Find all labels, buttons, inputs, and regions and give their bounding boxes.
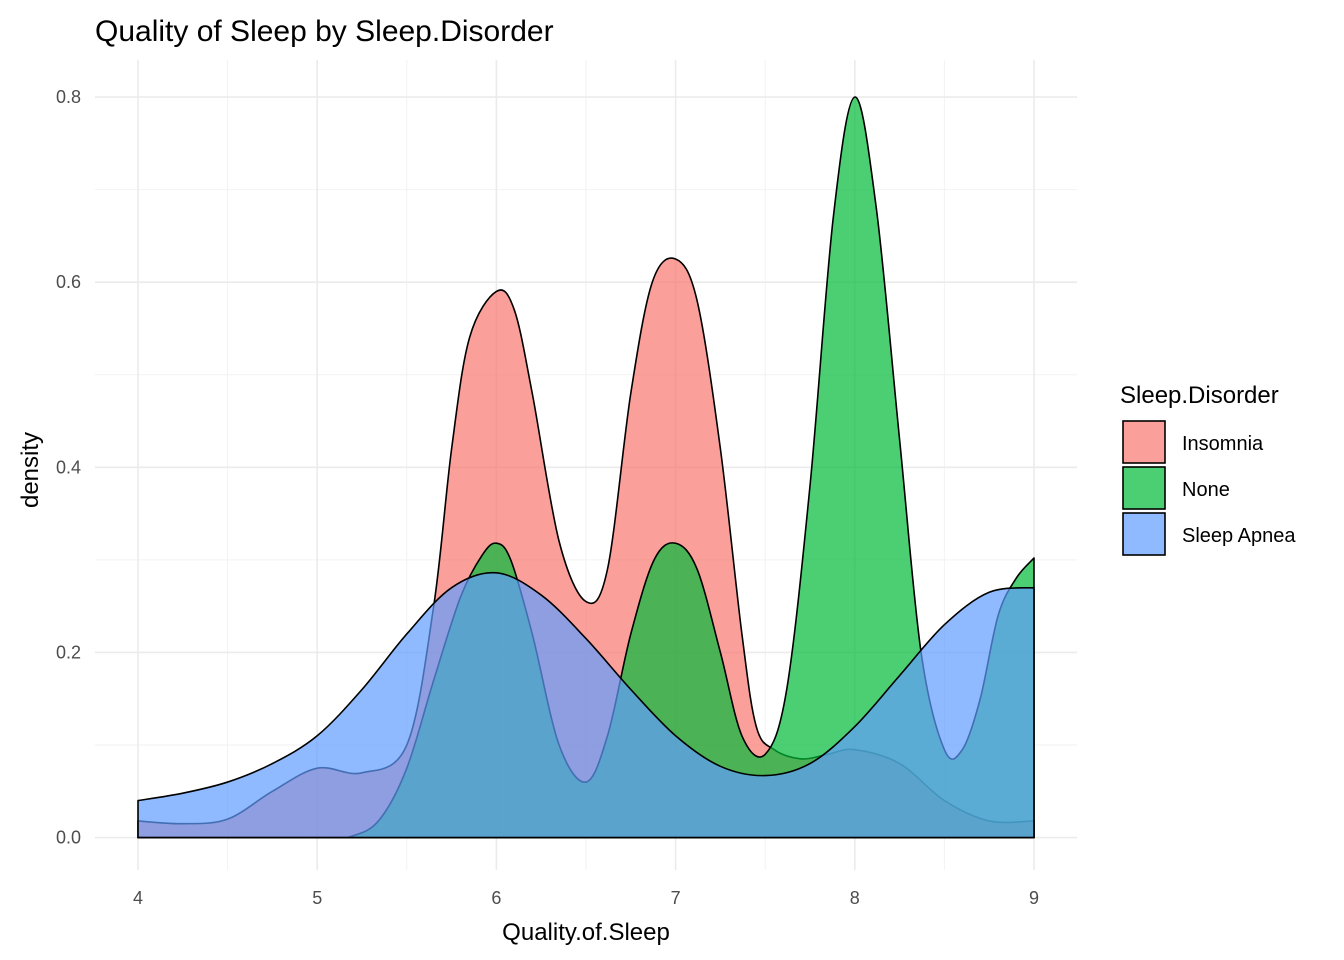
x-axis-ticks: 4 5 6 7 8 9	[133, 888, 1039, 908]
legend-key-sleep-apnea	[1122, 512, 1166, 556]
x-tick-label: 4	[133, 888, 143, 908]
legend-label-insomnia: Insomnia	[1182, 433, 1264, 455]
x-tick-label: 6	[491, 888, 501, 908]
x-tick-label: 8	[850, 888, 860, 908]
y-tick-label: 0.0	[56, 828, 81, 848]
legend-label-none: None	[1182, 479, 1230, 501]
y-axis-title: density	[17, 432, 44, 508]
legend-key-none	[1122, 466, 1166, 510]
x-tick-label: 9	[1029, 888, 1039, 908]
legend-key-insomnia	[1122, 420, 1166, 464]
x-tick-label: 7	[671, 888, 681, 908]
y-tick-label: 0.6	[56, 272, 81, 292]
legend-label-sleep-apnea: Sleep Apnea	[1182, 525, 1296, 547]
x-tick-label: 5	[312, 888, 322, 908]
y-tick-label: 0.2	[56, 642, 81, 662]
density-areas	[137, 96, 1035, 839]
y-tick-label: 0.4	[56, 457, 81, 477]
y-tick-label: 0.8	[56, 87, 81, 107]
density-area-sleep-apnea	[137, 571, 1035, 839]
chart-title: Quality of Sleep by Sleep.Disorder	[95, 15, 554, 48]
x-axis-title: Quality.of.Sleep	[502, 919, 670, 946]
legend-title: Sleep.Disorder	[1120, 382, 1279, 409]
y-axis-ticks: 0.0 0.2 0.4 0.6 0.8	[56, 87, 81, 848]
legend: Sleep.Disorder Insomnia None Sleep Apnea	[1120, 382, 1296, 556]
